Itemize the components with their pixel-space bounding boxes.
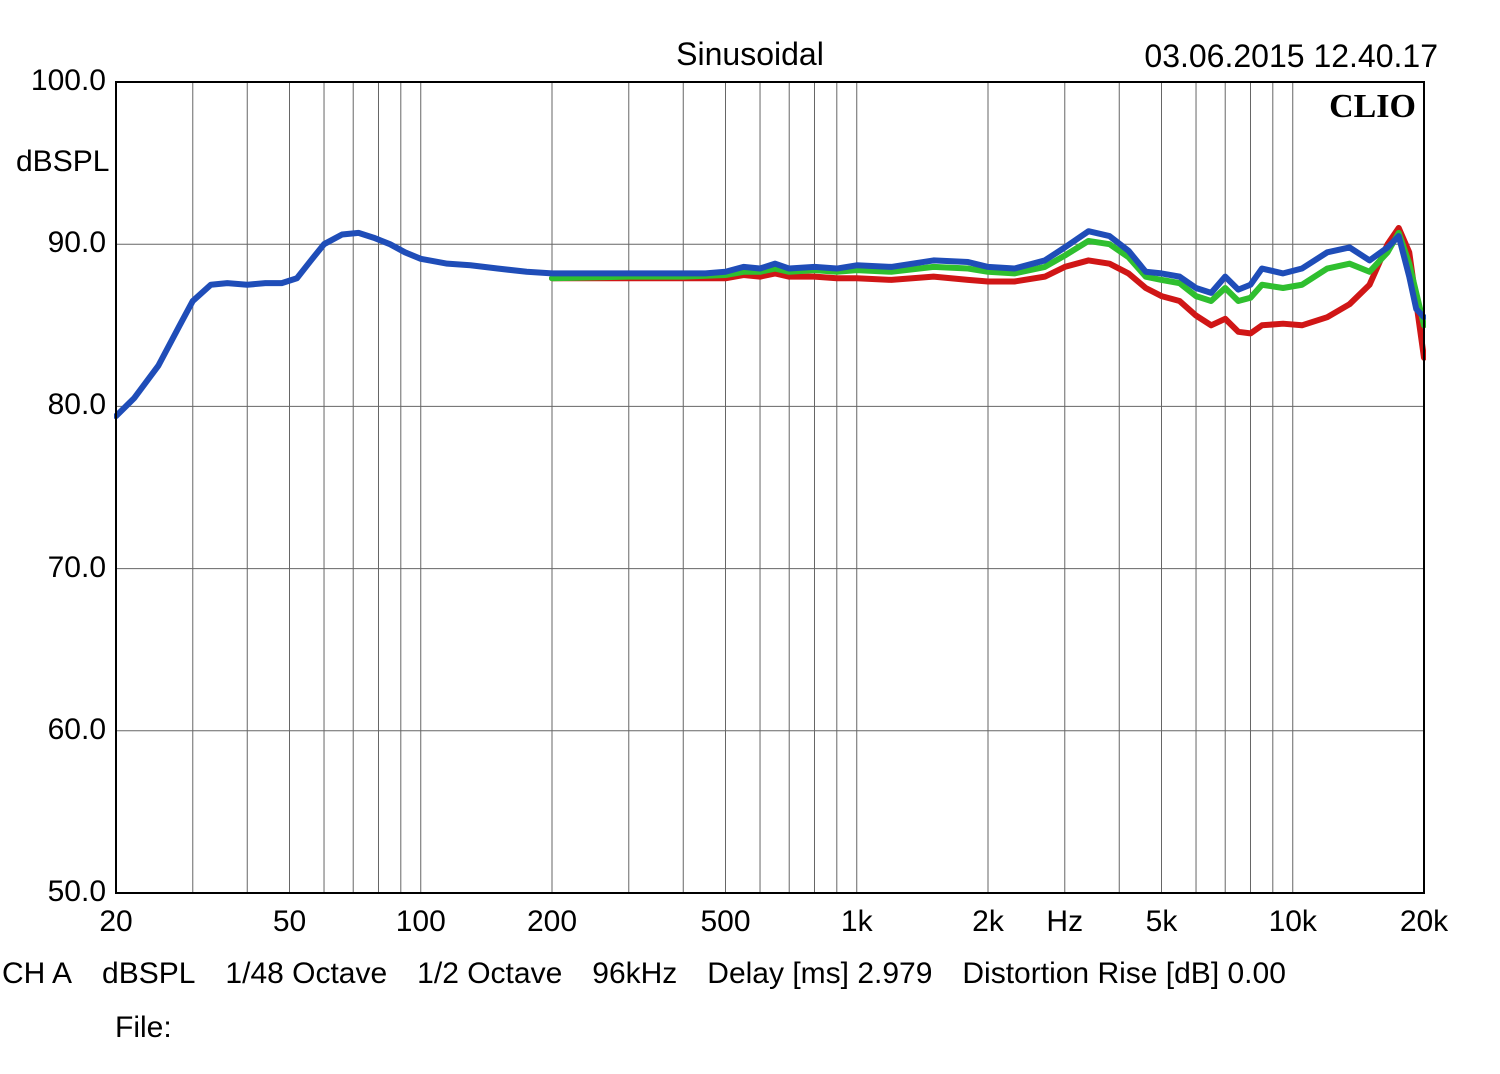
x-tick-label: 1k [817,905,897,939]
frequency-response-chart [114,80,1426,895]
y-tick-label: 80.0 [16,388,106,422]
footer-file-line: File: [115,1011,172,1045]
y-tick-label: 70.0 [16,551,106,585]
chart-timestamp: 03.06.2015 12.40.17 [1144,38,1438,75]
x-tick-label: 50 [250,905,330,939]
y-axis-label: dBSPL [16,145,109,179]
x-tick-label: 5k [1122,905,1202,939]
x-tick-label: 20k [1384,905,1464,939]
y-tick-label: 100.0 [16,64,106,98]
page-root: Sinusoidal 03.06.2015 12.40.17 50.060.07… [0,0,1500,1074]
y-tick-label: 60.0 [16,713,106,747]
x-tick-label: 2k [948,905,1028,939]
x-tick-label: 20 [76,905,156,939]
y-tick-label: 90.0 [16,226,106,260]
x-tick-label: 10k [1253,905,1333,939]
x-tick-label: 200 [512,905,592,939]
footer-info-line: CH A dBSPL 1/48 Octave 1/2 Octave 96kHz … [2,957,1286,991]
x-axis-unit-label: Hz [1035,905,1095,939]
clio-logo: CLIO [1329,88,1416,126]
x-tick-label: 500 [686,905,766,939]
y-tick-label: 50.0 [16,875,106,909]
x-tick-label: 100 [381,905,461,939]
